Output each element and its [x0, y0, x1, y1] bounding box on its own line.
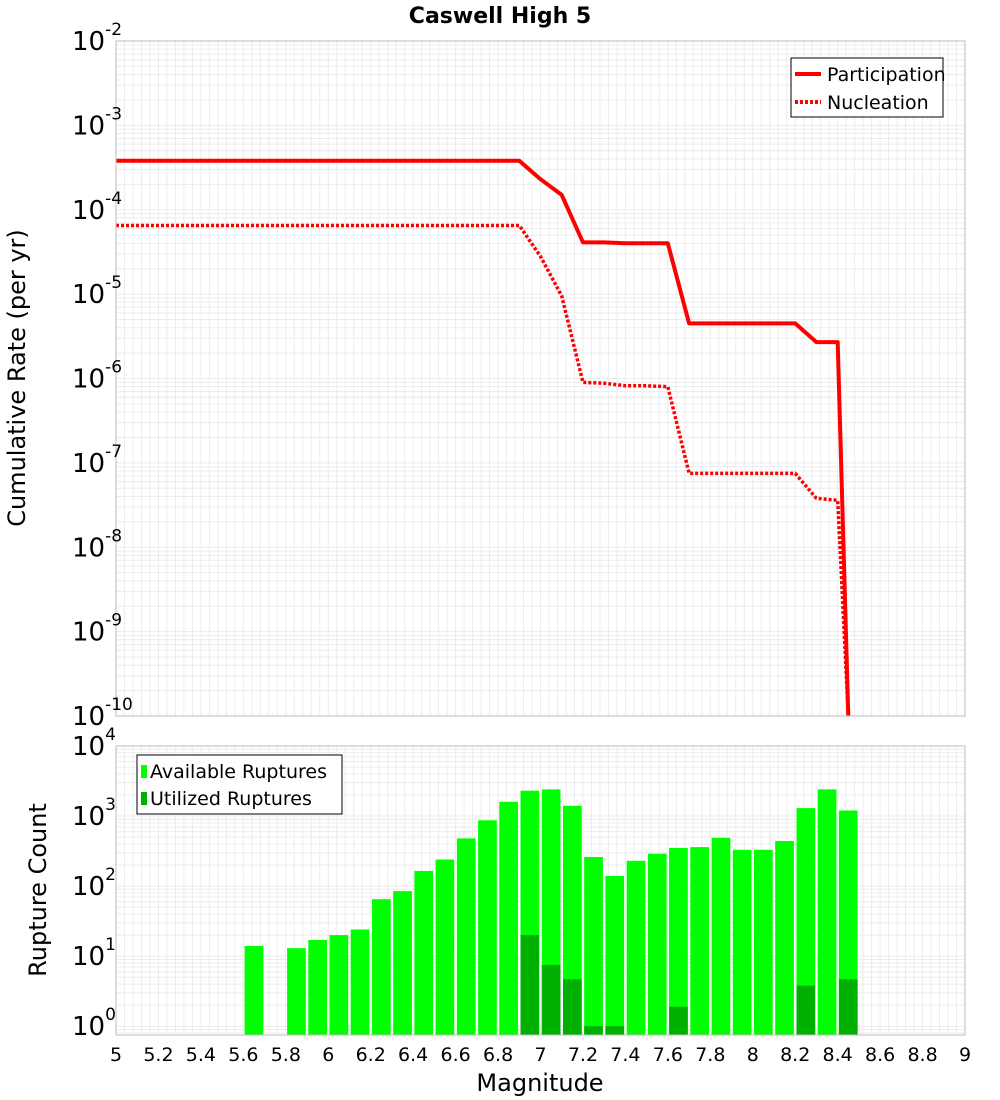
- x-tick-label: 5.2: [143, 1044, 173, 1066]
- bar-available-ruptures: [838, 810, 858, 1035]
- rate-y-tick-label: 10-5: [72, 273, 122, 310]
- legend-label-utilized-ruptures: Utilized Ruptures: [150, 788, 312, 810]
- rate-y-tick-label: 10-7: [72, 442, 122, 479]
- x-tick-label: 5.8: [271, 1044, 301, 1066]
- x-tick-label: 8.2: [780, 1044, 810, 1066]
- rate-y-tick-label: 10-3: [72, 104, 122, 141]
- count-y-tick-label: 100: [72, 1005, 116, 1042]
- count-plot-y-axis-label: Rupture Count: [24, 803, 52, 977]
- bar-available-ruptures: [775, 841, 794, 1035]
- bar-available-ruptures: [350, 929, 370, 1035]
- rate-y-tick-label: 10-9: [72, 611, 122, 648]
- x-tick-label: 7: [534, 1044, 546, 1066]
- x-tick-label: 7.4: [610, 1044, 640, 1066]
- bar-utilized-ruptures: [520, 935, 540, 1035]
- x-tick-label: 7.8: [695, 1044, 725, 1066]
- bar-available-ruptures: [372, 899, 391, 1035]
- bar-available-ruptures: [796, 808, 816, 1035]
- x-tick-label: 9: [959, 1044, 971, 1066]
- x-tick-label: 8: [747, 1044, 759, 1066]
- bar-available-ruptures: [393, 891, 412, 1035]
- bar-available-ruptures: [605, 875, 625, 1035]
- count-y-tick-label: 104: [72, 725, 116, 762]
- count-plot-panel: 100 101 102 103 104 5 5.2 5.4 5.6 5.8 6 6.2 6.4 6.6 6…: [24, 725, 971, 1097]
- rate-y-tick-label: 10-6: [72, 358, 122, 395]
- x-tick-label: 6.4: [398, 1044, 428, 1066]
- rate-plot-y-axis-label: Cumulative Rate (per yr): [3, 229, 31, 527]
- legend-label-available-ruptures: Available Ruptures: [150, 761, 327, 783]
- series-line-nucleation: [116, 223, 851, 717]
- bar-utilized-ruptures: [669, 1006, 688, 1035]
- count-plot-legend: Available Ruptures Utilized Ruptures: [136, 754, 343, 815]
- rate-y-tick-label: 10-4: [72, 189, 122, 226]
- count-legend-box: [136, 754, 343, 815]
- bar-available-ruptures: [456, 838, 476, 1035]
- x-tick-label: 5.6: [228, 1044, 258, 1066]
- legend-label-nucleation: Nucleation: [827, 92, 929, 114]
- bar-available-ruptures: [329, 935, 349, 1035]
- x-tick-label: 8.8: [907, 1044, 937, 1066]
- count-y-tick-label: 102: [72, 865, 116, 902]
- rate-plot-grid: [115, 41, 966, 717]
- series-line-participation: [116, 158, 851, 717]
- count-plot-bars: [244, 789, 858, 1035]
- count-y-tick-label: 101: [72, 935, 116, 972]
- bar-available-ruptures: [563, 805, 582, 1035]
- bar-available-ruptures: [435, 859, 455, 1035]
- rate-y-tick-label: 10-2: [72, 20, 122, 57]
- bar-available-ruptures: [626, 860, 646, 1035]
- bar-available-ruptures: [287, 948, 306, 1035]
- rate-y-tick-label: 10-8: [72, 526, 122, 563]
- count-plot-x-ticks: 5 5.2 5.4 5.6 5.8 6 6.2 6.4 6.6 6.8 7 7.2 7.4 7.6 7.8 8…: [110, 1044, 971, 1066]
- rate-plot-y-ticks: 10-10 10-9 10-8 10-7 10-6 10-5 10-4 10-3 10-2: [72, 20, 133, 732]
- x-axis-label: Magnitude: [476, 1069, 603, 1097]
- bar-utilized-ruptures: [605, 1026, 625, 1035]
- x-tick-label: 6: [322, 1044, 334, 1066]
- x-tick-label: 7.2: [568, 1044, 598, 1066]
- legend-label-participation: Participation: [827, 64, 946, 86]
- rate-plot-series: [116, 158, 851, 717]
- x-tick-label: 6.8: [483, 1044, 513, 1066]
- x-tick-label: 8.6: [865, 1044, 895, 1066]
- bar-utilized-ruptures: [584, 1026, 603, 1035]
- x-tick-label: 5.4: [186, 1044, 216, 1066]
- bar-utilized-ruptures: [796, 985, 816, 1035]
- bar-available-ruptures: [711, 837, 731, 1035]
- bar-available-ruptures: [584, 857, 603, 1035]
- count-plot-y-ticks: 100 101 102 103 104: [72, 725, 116, 1042]
- bar-utilized-ruptures: [563, 979, 582, 1035]
- bar-available-ruptures: [499, 801, 518, 1035]
- bar-available-ruptures: [647, 853, 667, 1035]
- bar-utilized-ruptures: [838, 979, 858, 1035]
- bar-available-ruptures: [244, 945, 264, 1035]
- bar-available-ruptures: [732, 849, 752, 1035]
- legend-swatch-available-ruptures: [141, 765, 147, 778]
- count-y-tick-label: 103: [72, 795, 116, 832]
- bar-available-ruptures: [817, 789, 837, 1035]
- chart-title: Caswell High 5: [409, 4, 591, 29]
- bar-available-ruptures: [669, 848, 688, 1035]
- bar-available-ruptures: [308, 940, 327, 1035]
- bar-utilized-ruptures: [541, 964, 561, 1035]
- bar-available-ruptures: [690, 847, 709, 1035]
- x-tick-label: 6.2: [356, 1044, 386, 1066]
- rate-y-tick-label: 10-10: [72, 695, 133, 732]
- legend-swatch-utilized-ruptures: [141, 792, 147, 805]
- bar-available-ruptures: [414, 870, 434, 1035]
- rate-plot-frame: [115, 40, 966, 717]
- bar-available-ruptures: [754, 849, 773, 1035]
- rate-legend-box: [790, 57, 944, 118]
- x-tick-label: 5: [110, 1044, 122, 1066]
- x-tick-label: 6.6: [440, 1044, 470, 1066]
- rate-plot-panel: 10-10 10-9 10-8 10-7 10-6 10-5 10-4 10-3 10-2 Cu…: [3, 20, 966, 732]
- x-tick-label: 8.4: [823, 1044, 853, 1066]
- x-tick-label: 7.6: [653, 1044, 683, 1066]
- rate-plot-legend: Participation Nucleation: [790, 57, 946, 118]
- count-plot-frame: [115, 745, 966, 1036]
- bar-available-ruptures: [478, 820, 497, 1035]
